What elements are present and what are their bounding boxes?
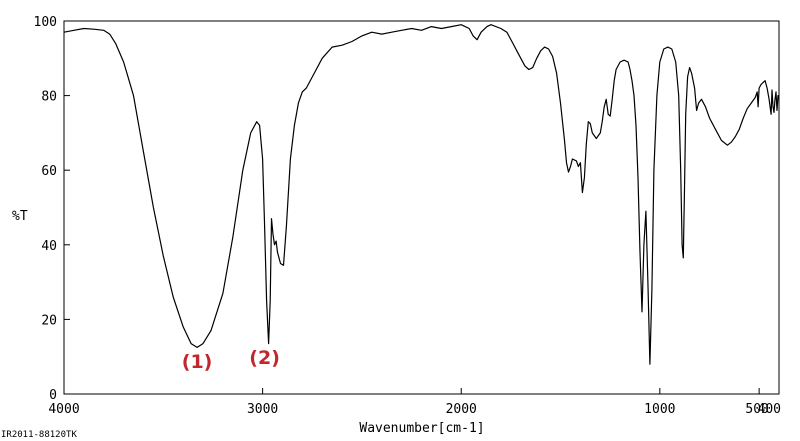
footer-code: IR2011-88120TK <box>1 430 77 440</box>
y-tick-label: 40 <box>41 239 57 254</box>
spectrum-line <box>63 24 780 365</box>
y-tick-label: 60 <box>41 164 57 179</box>
plot-frame <box>63 20 780 395</box>
peak-annotation: (2) <box>249 347 280 369</box>
x-tick-label: 3000 <box>247 402 278 417</box>
y-tick-label: 100 <box>34 15 57 30</box>
x-tick-label: 400 <box>758 402 781 417</box>
y-tick-label: 20 <box>41 313 57 328</box>
y-tick-label: 80 <box>41 90 57 105</box>
y-tick-label: 0 <box>49 388 57 403</box>
x-tick-label: 500 <box>745 402 768 417</box>
x-tick-label: 2000 <box>446 402 477 417</box>
x-axis-label: Wavenumber[cm-1] <box>359 421 484 436</box>
peak-annotation: (1) <box>182 351 213 373</box>
x-tick-label: 4000 <box>48 402 79 417</box>
y-axis-label: %T <box>12 209 28 224</box>
x-tick-label: 1000 <box>644 402 675 417</box>
